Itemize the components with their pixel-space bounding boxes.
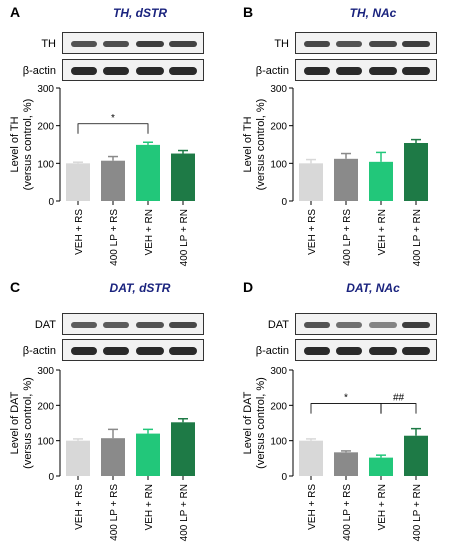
y-tick-label: 200: [37, 401, 54, 412]
blot-label-actin: β-actin: [255, 345, 289, 357]
y-axis-label: (versus control, %): [255, 377, 267, 469]
significance-label: *: [111, 113, 115, 124]
western-blot-target: [62, 313, 204, 335]
significance-label: *: [344, 393, 348, 404]
x-tick-label: VEH + RN: [144, 209, 155, 255]
blot-label-actin: β-actin: [22, 65, 56, 77]
panel-title: DAT, NAc: [346, 281, 400, 295]
y-tick-label: 200: [37, 122, 54, 133]
panel-a: 0 100 200 300 Level of TH (versus control, %)…: [0, 0, 233, 275]
x-tick-label: 400 LP + RS: [109, 209, 120, 266]
bar: [66, 163, 90, 201]
bar: [136, 433, 160, 476]
y-tick-label: 100: [270, 159, 287, 170]
significance-bracket: [310, 403, 382, 414]
y-tick-label: 200: [270, 122, 287, 133]
western-blot-actin: [62, 339, 204, 361]
x-tick-label: VEH + RS: [307, 484, 318, 530]
y-axis-label: Level of DAT: [242, 391, 254, 454]
y-tick-label: 0: [281, 472, 287, 483]
blot-label-target: TH: [41, 38, 56, 50]
western-blot-target: [295, 32, 437, 54]
bar: [404, 142, 428, 201]
panel-title: TH, NAc: [349, 6, 397, 20]
bar-chart: 0 100 200 300 Level of DAT (versus control, %…: [242, 366, 428, 541]
panel-d: 0 100 200 300 Level of DAT (versus control, %…: [233, 275, 466, 550]
y-tick-label: 100: [37, 437, 54, 448]
y-axis-label: Level of TH: [242, 116, 254, 172]
panel-letter: C: [10, 279, 21, 295]
bar: [66, 440, 90, 476]
y-tick-label: 0: [48, 197, 54, 208]
y-axis-label: (versus control, %): [22, 377, 34, 469]
x-tick-label: 400 LP + RS: [342, 484, 353, 541]
x-tick-label: 400 LP + RN: [179, 209, 190, 266]
x-tick-label: VEH + RS: [307, 209, 318, 255]
panel-title: DAT, dSTR: [109, 281, 171, 295]
y-tick-label: 100: [37, 159, 54, 170]
significance-bracket: [77, 123, 149, 134]
panel-letter: A: [10, 4, 21, 20]
x-tick-label: VEH + RS: [74, 209, 85, 255]
panel-b: 0 100 200 300 Level of TH (versus control, %)…: [233, 0, 466, 275]
western-blot-actin: [62, 59, 204, 81]
bar: [299, 440, 323, 476]
x-tick-label: VEH + RN: [377, 484, 388, 530]
panel-c: 0 100 200 300 Level of DAT (versus control, %…: [0, 275, 233, 550]
blot-label-actin: β-actin: [255, 65, 289, 77]
x-tick-label: 400 LP + RN: [179, 484, 190, 541]
western-blot-actin: [295, 339, 437, 361]
blot-label-target: DAT: [267, 319, 289, 331]
significance-label: ##: [393, 393, 405, 404]
bar: [101, 160, 125, 201]
bar: [369, 161, 393, 201]
y-axis-label: (versus control, %): [22, 99, 34, 191]
bar: [171, 422, 195, 476]
x-tick-label: VEH + RN: [144, 484, 155, 530]
significance-bracket: [380, 403, 417, 414]
y-tick-label: 0: [281, 197, 287, 208]
panel-letter: B: [243, 4, 254, 20]
blot-label-target: TH: [274, 38, 289, 50]
western-blot-actin: [295, 59, 437, 81]
y-axis-label: Level of TH: [9, 116, 21, 172]
y-tick-label: 300: [37, 84, 54, 95]
bar-chart: 0 100 200 300 Level of TH (versus control, %)…: [242, 84, 428, 266]
bar: [299, 163, 323, 201]
x-tick-label: 400 LP + RS: [342, 209, 353, 266]
blot-label-target: DAT: [34, 319, 56, 331]
bar: [369, 457, 393, 476]
x-tick-label: 400 LP + RN: [412, 209, 423, 266]
y-axis-label: Level of DAT: [9, 391, 21, 454]
bar: [101, 438, 125, 476]
bar-chart: 0 100 200 300 Level of TH (versus control, %)…: [9, 84, 195, 266]
panel-letter: D: [243, 279, 254, 295]
bar: [136, 144, 160, 201]
y-axis-label: (versus control, %): [255, 99, 267, 191]
y-tick-label: 100: [270, 437, 287, 448]
y-tick-label: 300: [270, 366, 287, 377]
x-tick-label: VEH + RS: [74, 484, 85, 530]
bar: [171, 153, 195, 201]
bar: [334, 158, 358, 201]
y-tick-label: 300: [270, 84, 287, 95]
western-blot-target: [62, 32, 204, 54]
bar: [404, 435, 428, 476]
x-tick-label: 400 LP + RS: [109, 484, 120, 541]
western-blot-target: [295, 313, 437, 335]
blot-label-actin: β-actin: [22, 345, 56, 357]
x-tick-label: 400 LP + RN: [412, 484, 423, 541]
panel-title: TH, dSTR: [113, 6, 167, 20]
y-tick-label: 300: [37, 366, 54, 377]
x-tick-label: VEH + RN: [377, 209, 388, 255]
bar-chart: 0 100 200 300 Level of DAT (versus control, %…: [9, 366, 195, 541]
bar: [334, 452, 358, 476]
y-tick-label: 200: [270, 401, 287, 412]
y-tick-label: 0: [48, 472, 54, 483]
